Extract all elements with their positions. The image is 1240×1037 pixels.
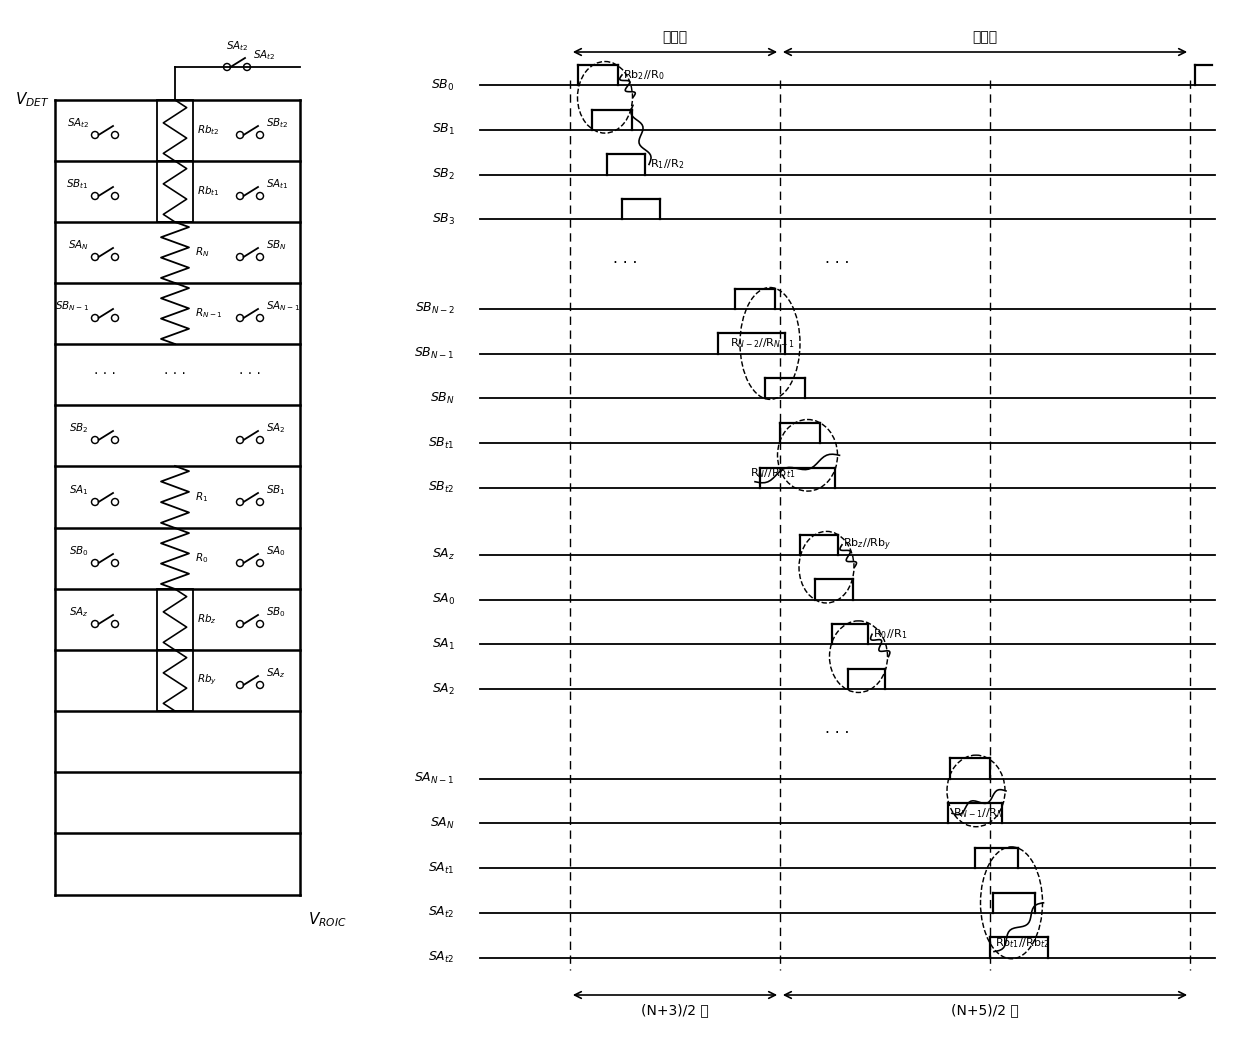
Text: R$_0$//R$_1$: R$_0$//R$_1$ — [873, 627, 908, 641]
Text: $SA_{N-1}$: $SA_{N-1}$ — [267, 299, 300, 313]
Text: $SA_{t2}$: $SA_{t2}$ — [253, 48, 275, 62]
Text: $V_{DET}$: $V_{DET}$ — [15, 90, 50, 109]
Text: $SA_{t1}$: $SA_{t1}$ — [267, 177, 289, 191]
Bar — [157, 161, 193, 222]
Text: $SB_{t1}$: $SB_{t1}$ — [428, 436, 455, 450]
Text: $SB_0$: $SB_0$ — [432, 78, 455, 92]
Text: R$_{N-1}$//R$_N$: R$_{N-1}$//R$_N$ — [954, 807, 1004, 820]
Text: · · ·: · · · — [613, 256, 637, 272]
Text: $SA_0$: $SA_0$ — [432, 592, 455, 608]
Text: $SB_0$: $SB_0$ — [267, 606, 286, 619]
Text: $SB_2$: $SB_2$ — [432, 167, 455, 183]
Text: Rb$_z$//Rb$_y$: Rb$_z$//Rb$_y$ — [843, 536, 892, 553]
Text: $R_N$: $R_N$ — [195, 245, 210, 259]
Text: $SB_3$: $SB_3$ — [432, 212, 455, 227]
Text: Rb$_{t1}$//Rb$_{t2}$: Rb$_{t1}$//Rb$_{t2}$ — [994, 935, 1049, 950]
Text: $SB_{t2}$: $SB_{t2}$ — [429, 480, 455, 496]
Text: $SA_{N-1}$: $SA_{N-1}$ — [414, 772, 455, 786]
Text: $V_{ROIC}$: $V_{ROIC}$ — [308, 910, 347, 929]
Text: $SA_N$: $SA_N$ — [430, 816, 455, 831]
Text: $SA_{t2}$: $SA_{t2}$ — [226, 39, 248, 53]
Text: Rb$_2$//R$_0$: Rb$_2$//R$_0$ — [622, 68, 665, 82]
Text: $SA_1$: $SA_1$ — [432, 637, 455, 652]
Text: R$_{N-2}$//R$_{N-1}$: R$_{N-2}$//R$_{N-1}$ — [730, 337, 795, 351]
Text: $R_0$: $R_0$ — [195, 551, 208, 565]
Text: $Rb_{t1}$: $Rb_{t1}$ — [197, 185, 219, 198]
Text: · · ·: · · · — [826, 726, 849, 741]
Text: · · ·: · · · — [164, 367, 186, 381]
Text: $SB_N$: $SB_N$ — [430, 391, 455, 405]
Text: $SA_{t2}$: $SA_{t2}$ — [429, 905, 455, 921]
Text: $SB_1$: $SB_1$ — [267, 483, 285, 497]
Text: $SA_z$: $SA_z$ — [69, 606, 89, 619]
Bar — [157, 650, 193, 711]
Text: · · ·: · · · — [826, 256, 849, 272]
Text: $SB_N$: $SB_N$ — [267, 239, 286, 252]
Text: $SA_{t2}$: $SA_{t2}$ — [67, 116, 89, 130]
Text: $Rb_z$: $Rb_z$ — [197, 612, 217, 626]
Text: $SB_2$: $SB_2$ — [69, 421, 89, 435]
Text: $SA_2$: $SA_2$ — [432, 681, 455, 697]
Text: $SB_{N-2}$: $SB_{N-2}$ — [414, 301, 455, 316]
Text: $SA_2$: $SA_2$ — [267, 421, 285, 435]
Text: $R_1$: $R_1$ — [195, 491, 208, 504]
Text: $SB_{t2}$: $SB_{t2}$ — [267, 116, 289, 130]
Text: (N+5)/2 行: (N+5)/2 行 — [951, 1003, 1019, 1017]
Text: $SB_1$: $SB_1$ — [432, 122, 455, 137]
Text: $SB_{N-1}$: $SB_{N-1}$ — [414, 346, 455, 361]
Bar — [157, 100, 193, 161]
Text: $SB_0$: $SB_0$ — [69, 544, 89, 558]
Text: · · ·: · · · — [94, 367, 115, 381]
Text: $SB_{t1}$: $SB_{t1}$ — [67, 177, 89, 191]
Text: R$_1$//R$_2$: R$_1$//R$_2$ — [650, 158, 684, 171]
Text: R$_N$//Rb$_{t1}$: R$_N$//Rb$_{t1}$ — [750, 466, 795, 480]
Text: $SA_N$: $SA_N$ — [68, 239, 89, 252]
Text: $SA_{t2}$: $SA_{t2}$ — [429, 950, 455, 965]
Text: 后半帧: 后半帧 — [972, 30, 997, 44]
Text: (N+3)/2 行: (N+3)/2 行 — [641, 1003, 709, 1017]
Text: · · ·: · · · — [239, 367, 260, 381]
Text: $SB_{N-1}$: $SB_{N-1}$ — [55, 299, 89, 313]
Bar — [157, 589, 193, 650]
Text: $SA_z$: $SA_z$ — [267, 666, 285, 680]
Text: $SA_1$: $SA_1$ — [69, 483, 89, 497]
Text: 前半帧: 前半帧 — [662, 30, 687, 44]
Text: $SA_{t1}$: $SA_{t1}$ — [428, 861, 455, 875]
Text: $Rb_y$: $Rb_y$ — [197, 673, 217, 688]
Text: $Rb_{t2}$: $Rb_{t2}$ — [197, 123, 219, 137]
Text: $R_{N-1}$: $R_{N-1}$ — [195, 306, 222, 319]
Text: $SA_0$: $SA_0$ — [267, 544, 285, 558]
Text: $SA_z$: $SA_z$ — [432, 548, 455, 562]
